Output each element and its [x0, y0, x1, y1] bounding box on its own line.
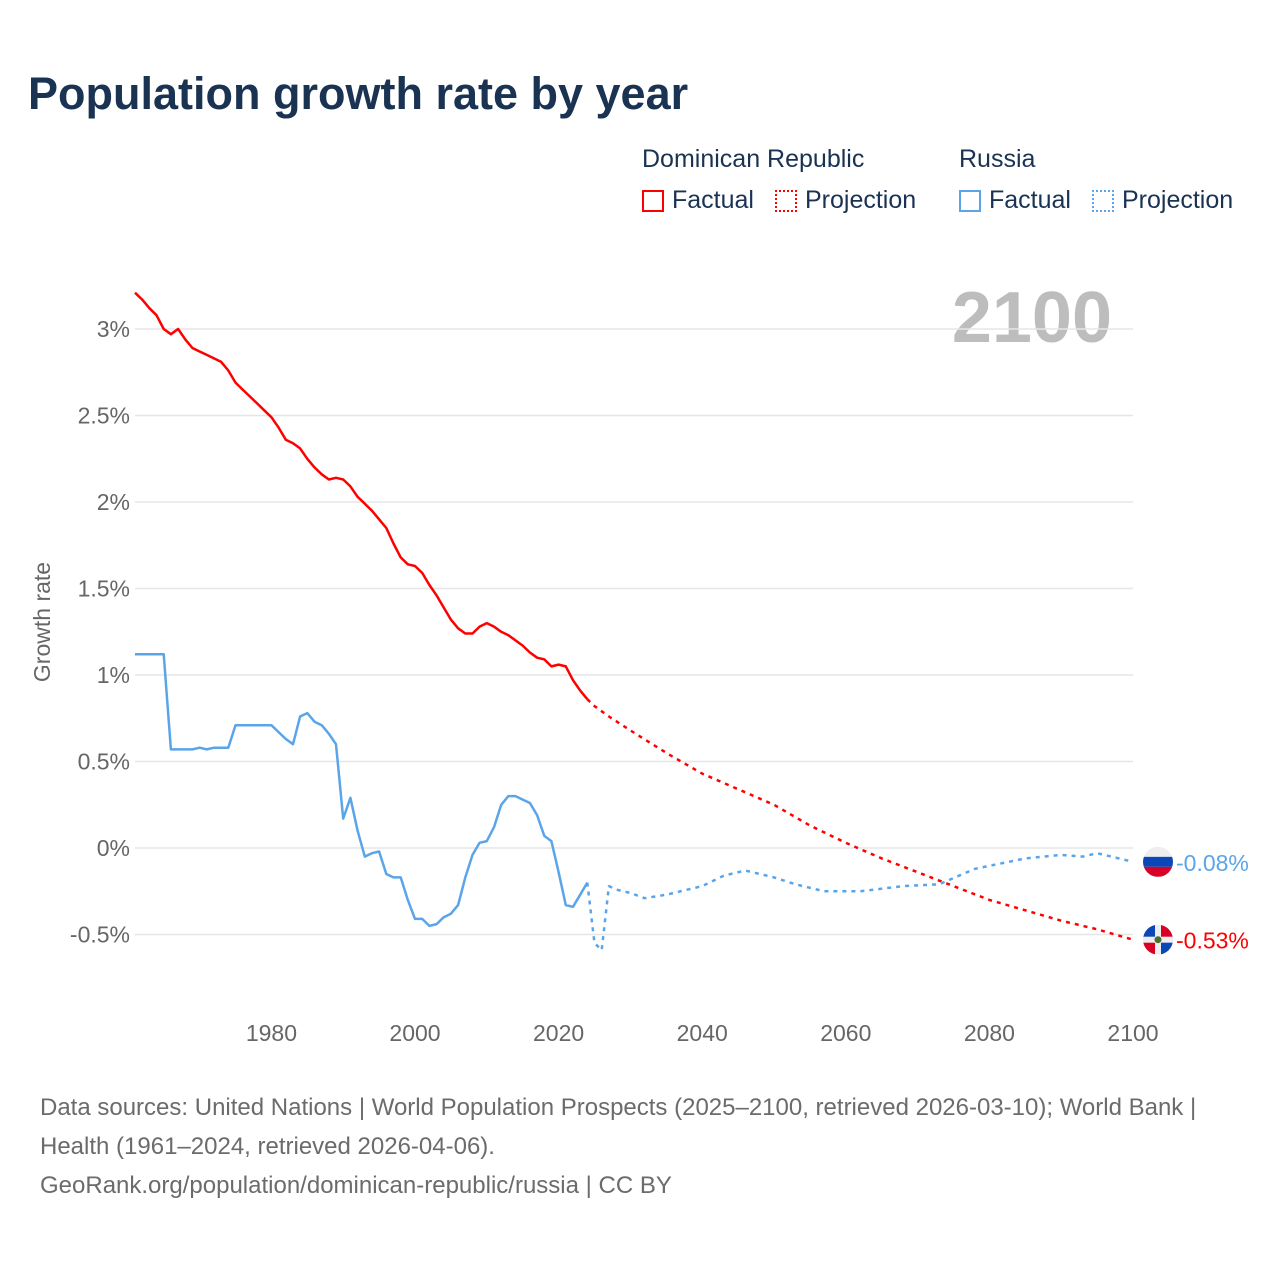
line-chart: 2100 Growth rate -0.5% 0% 0.5% 1% 1.5% 2% 2.5%… — [29, 278, 1249, 1046]
year-overlay: 2100 — [952, 278, 1112, 358]
footer: Data sources: United Nations | World Pop… — [40, 1088, 1240, 1205]
y-axis-label: Growth rate — [29, 562, 55, 682]
x-tick-label: 2020 — [533, 1020, 584, 1046]
x-tick-label: 2040 — [677, 1020, 728, 1046]
legend-russia-factual[interactable]: Factual — [959, 186, 1071, 215]
y-tick-label: 0% — [97, 835, 130, 861]
x-tick-label: 2000 — [389, 1020, 440, 1046]
source-link[interactable]: GeoRank.org/population/dominican-republi… — [40, 1172, 672, 1199]
chart-title: Population growth rate by year — [28, 68, 689, 119]
legend-label: Factual — [672, 186, 754, 214]
dominican-republic-flag-icon — [1143, 924, 1173, 955]
russia-projection-line[interactable] — [586, 851, 1134, 952]
x-tick-label: 1980 — [246, 1020, 297, 1046]
legend-label: Factual — [989, 186, 1071, 214]
dominican-republic-projection-line[interactable] — [586, 698, 1134, 941]
y-tick-label: 1% — [97, 662, 130, 688]
legend-label: Projection — [1122, 186, 1234, 214]
legend-swatch — [642, 189, 664, 212]
x-tick-label: 2060 — [820, 1020, 871, 1046]
russia-flag-icon — [1143, 846, 1173, 877]
y-tick-label: -0.5% — [70, 922, 130, 948]
legend-dr-factual[interactable]: Factual — [642, 186, 754, 215]
data-sources: Data sources: United Nations | World Pop… — [40, 1094, 1197, 1160]
legend-swatch — [1092, 189, 1114, 212]
russia-factual-line[interactable] — [135, 652, 589, 928]
legend-swatch — [959, 189, 981, 212]
legend-dr-projection[interactable]: Projection — [775, 186, 916, 215]
dominican-republic-factual-line[interactable] — [134, 291, 589, 700]
legend-group-dominican-republic: Dominican Republic — [642, 145, 865, 173]
x-tick-label: 2100 — [1107, 1020, 1158, 1046]
end-value-label: -0.08% — [1176, 850, 1249, 876]
legend-group-russia: Russia — [959, 145, 1036, 173]
y-tick-label: 3% — [97, 316, 130, 342]
y-tick-label: 1.5% — [78, 576, 130, 602]
legend-swatch — [775, 189, 797, 212]
y-tick-label: 2% — [97, 489, 130, 515]
y-tick-label: 2.5% — [78, 403, 130, 429]
legend-russia-projection[interactable]: Projection — [1092, 186, 1233, 215]
end-value-label: -0.53% — [1176, 928, 1249, 954]
legend-label: Projection — [805, 186, 917, 214]
x-tick-label: 2080 — [964, 1020, 1015, 1046]
y-tick-label: 0.5% — [78, 749, 130, 775]
